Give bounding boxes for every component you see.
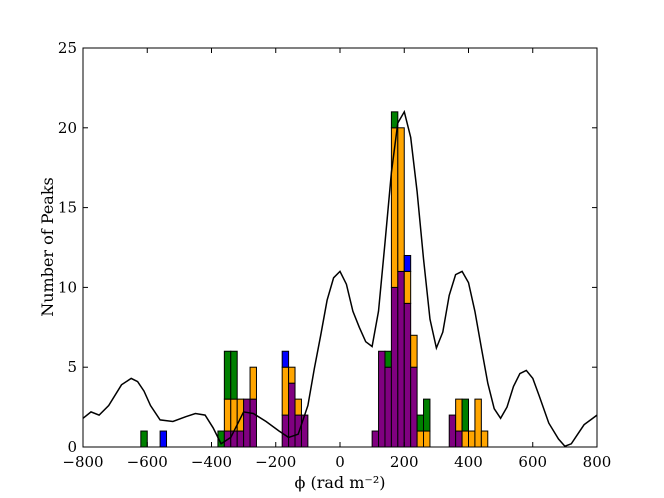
histogram-bar <box>423 398 431 432</box>
x-tick-label: 800 <box>583 453 612 471</box>
rmsf-curve <box>82 109 598 448</box>
histogram-bar <box>390 286 399 448</box>
histogram-bar <box>384 366 392 448</box>
y-tick-label: 20 <box>58 119 77 137</box>
x-tick-label: −400 <box>191 453 232 471</box>
histogram-bar <box>294 398 302 416</box>
histogram-bar <box>423 430 431 448</box>
histogram-bar <box>416 414 425 432</box>
histogram-bar <box>249 366 257 400</box>
plot-area <box>83 48 597 447</box>
y-tick-label: 25 <box>58 39 77 57</box>
x-tick-label: 600 <box>518 453 547 471</box>
histogram-bar <box>448 414 457 448</box>
histogram-bar <box>461 398 470 432</box>
histogram-bar <box>403 302 412 448</box>
y-tick-label: 15 <box>58 199 77 217</box>
x-tick-label: 200 <box>390 453 419 471</box>
histogram-bar <box>371 430 380 448</box>
y-tick-label: 0 <box>67 438 77 456</box>
histogram-bar <box>455 430 463 448</box>
histogram-bar <box>416 430 425 448</box>
histogram-bar <box>468 430 476 448</box>
histogram-bar <box>480 430 489 448</box>
histogram-bar <box>410 334 418 368</box>
histogram-bar <box>378 350 386 448</box>
histogram-bar <box>397 127 405 272</box>
x-tick-label: 0 <box>335 453 345 471</box>
histogram-bar <box>140 430 148 448</box>
histogram-bar <box>397 270 405 448</box>
x-tick-label: −800 <box>62 453 103 471</box>
histogram-bar <box>230 350 238 400</box>
x-axis-label: ϕ (rad m⁻²) <box>294 473 385 492</box>
histogram-bar <box>223 350 232 400</box>
histogram-bar <box>403 254 412 272</box>
histogram-bar <box>288 366 296 384</box>
histogram-bar <box>281 414 290 448</box>
histogram-bar <box>294 414 302 448</box>
histogram-bar <box>159 430 168 448</box>
x-tick-label: −600 <box>127 453 168 471</box>
histogram-bar <box>223 398 232 432</box>
y-axis-label: Number of Peaks <box>38 177 57 317</box>
histogram-bar <box>249 398 257 448</box>
histogram-bar <box>281 350 290 368</box>
histogram-bar <box>236 430 245 448</box>
histogram-bar <box>230 430 238 448</box>
histogram-bar <box>390 111 399 129</box>
histogram-bar <box>410 366 418 448</box>
x-tick-label: −200 <box>255 453 296 471</box>
histogram-bar <box>403 270 412 304</box>
y-tick-label: 10 <box>58 278 77 296</box>
x-axis: −800 −600 −400 −200 0 200 400 600 800 <box>62 48 611 471</box>
histogram-bar <box>384 350 392 368</box>
histogram-bar <box>281 366 290 416</box>
histogram-bar <box>461 430 470 448</box>
histogram-bar <box>474 398 482 448</box>
histogram-bar <box>455 398 463 432</box>
x-tick-label: 400 <box>454 453 483 471</box>
y-axis: 0 5 10 15 20 25 <box>58 39 597 456</box>
y-tick-label: 5 <box>67 358 77 376</box>
histogram-bar <box>243 398 251 448</box>
